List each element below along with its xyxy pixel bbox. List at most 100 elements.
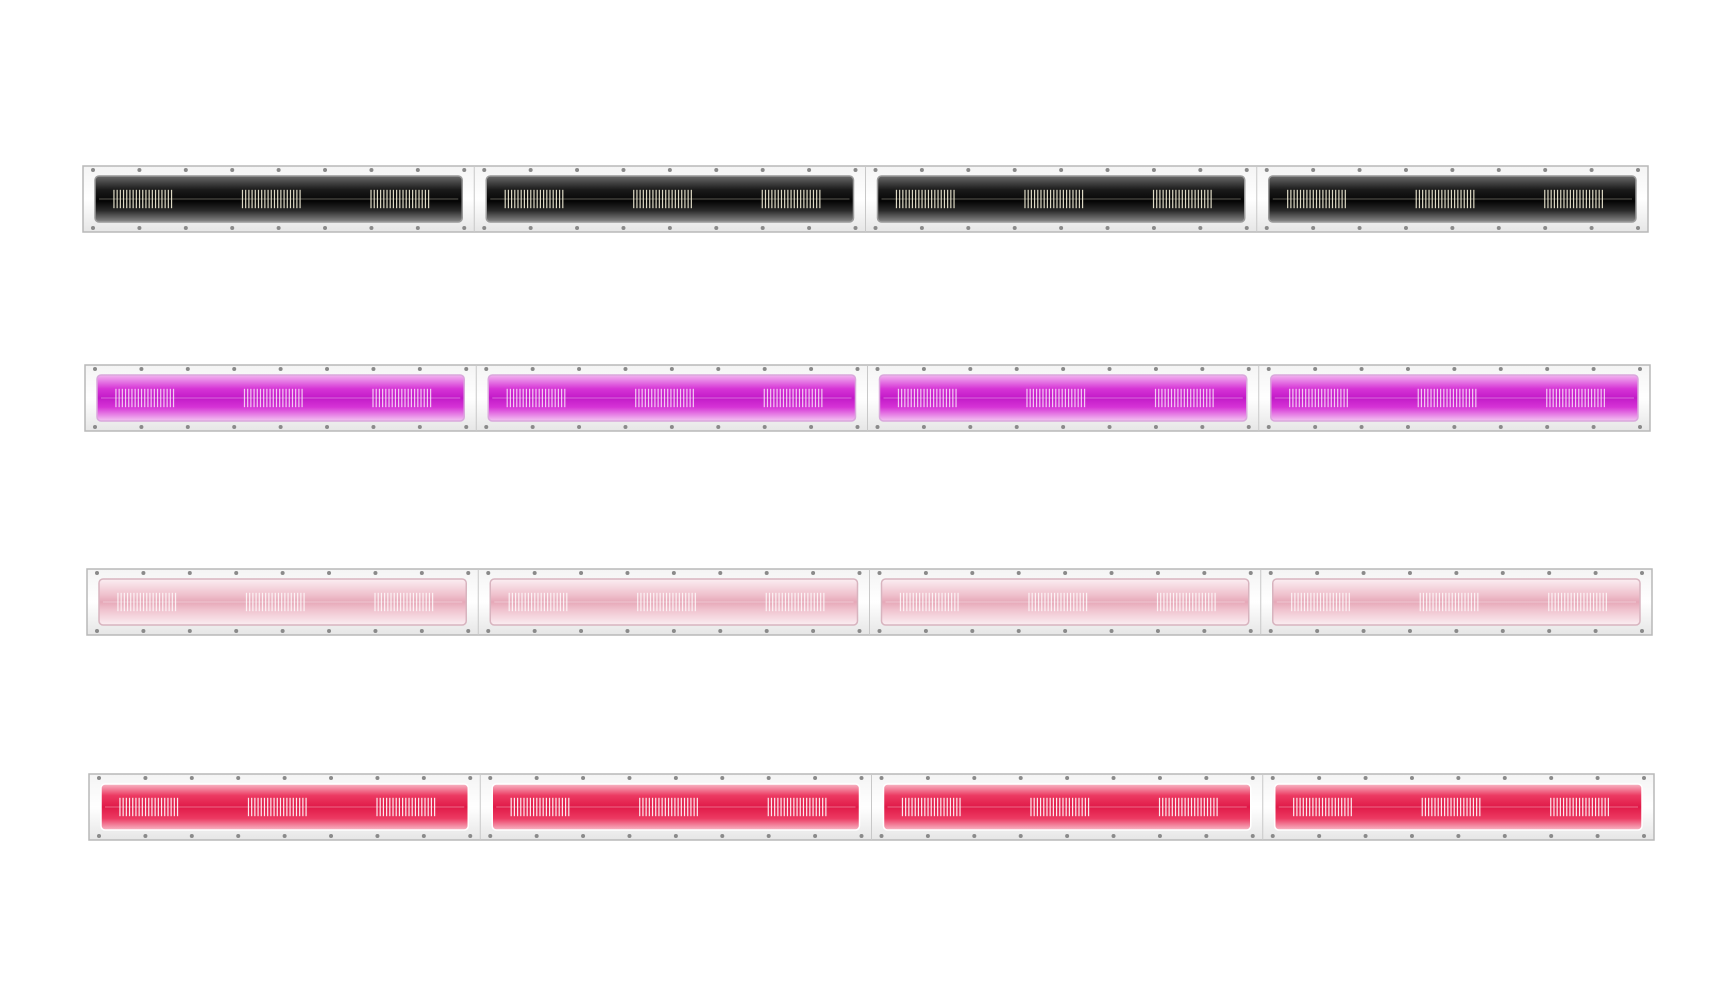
screw [189,834,194,838]
screw [855,425,860,429]
screw [1357,226,1362,230]
screw [1061,425,1066,429]
screw [1014,367,1019,371]
module-window [100,783,469,831]
screw [468,834,473,838]
screw [764,571,769,575]
screw [1266,367,1271,371]
screw [1456,834,1461,838]
screw [625,571,630,575]
screw [1638,425,1642,429]
screw [1248,571,1253,575]
screw [1317,834,1322,838]
screw [462,168,467,172]
screw [325,367,330,371]
screw [673,776,678,780]
screw [1105,168,1110,172]
screw [623,425,628,429]
screw [966,226,971,230]
screw [369,168,374,172]
screw [621,168,626,172]
module-window [491,783,861,831]
screw [919,226,924,230]
screw [577,367,582,371]
screw [327,571,332,575]
screw [1244,168,1249,172]
screw [579,629,584,633]
screw [1151,168,1156,172]
screw [482,168,487,172]
screw [189,776,194,780]
screw [232,367,237,371]
screw [627,776,632,780]
screw [873,226,878,230]
screw [919,168,924,172]
screw [419,571,424,575]
screw [809,367,814,371]
module-window [878,374,1248,422]
screw [577,425,582,429]
screw [93,367,97,371]
screw [1014,425,1019,429]
screw [669,425,674,429]
screw [1591,425,1596,429]
screw [581,776,586,780]
screw [139,367,144,371]
screw [1109,629,1114,633]
screw [1250,834,1255,838]
screw [1642,776,1646,780]
screw [484,425,489,429]
screw [141,571,146,575]
screw [972,834,977,838]
screw [185,367,190,371]
screw [1315,629,1320,633]
screw [667,226,672,230]
screw [415,168,420,172]
screw [859,776,864,780]
screw [1452,367,1457,371]
screw [1589,226,1594,230]
screw [327,629,332,633]
screw [1016,629,1021,633]
screw [671,571,676,575]
screw [1111,776,1116,780]
screw [1202,571,1207,575]
screw [716,425,721,429]
module-window [876,175,1246,223]
screw [1315,571,1320,575]
screw [187,629,192,633]
screw [417,367,422,371]
screw [1549,776,1554,780]
screw [925,834,930,838]
screw [1409,834,1414,838]
screw [923,629,928,633]
screw [143,776,148,780]
screw [1313,367,1318,371]
screw [143,834,148,838]
screw [853,226,858,230]
screw [1593,571,1598,575]
screw [91,226,95,230]
screw [421,834,426,838]
screw [855,367,860,371]
screw [581,834,586,838]
screw [1109,571,1114,575]
screw [1153,367,1158,371]
screw [421,776,426,780]
screw [879,834,884,838]
screw [97,776,101,780]
screw [1502,834,1507,838]
module-window [94,175,463,223]
screw [466,629,471,633]
screw [137,226,142,230]
screw [720,834,725,838]
screw [1593,629,1598,633]
screw [234,629,239,633]
screw [278,425,283,429]
screw [714,226,719,230]
screw [1266,425,1271,429]
screw [419,629,424,633]
screw [532,629,537,633]
screw [764,629,769,633]
